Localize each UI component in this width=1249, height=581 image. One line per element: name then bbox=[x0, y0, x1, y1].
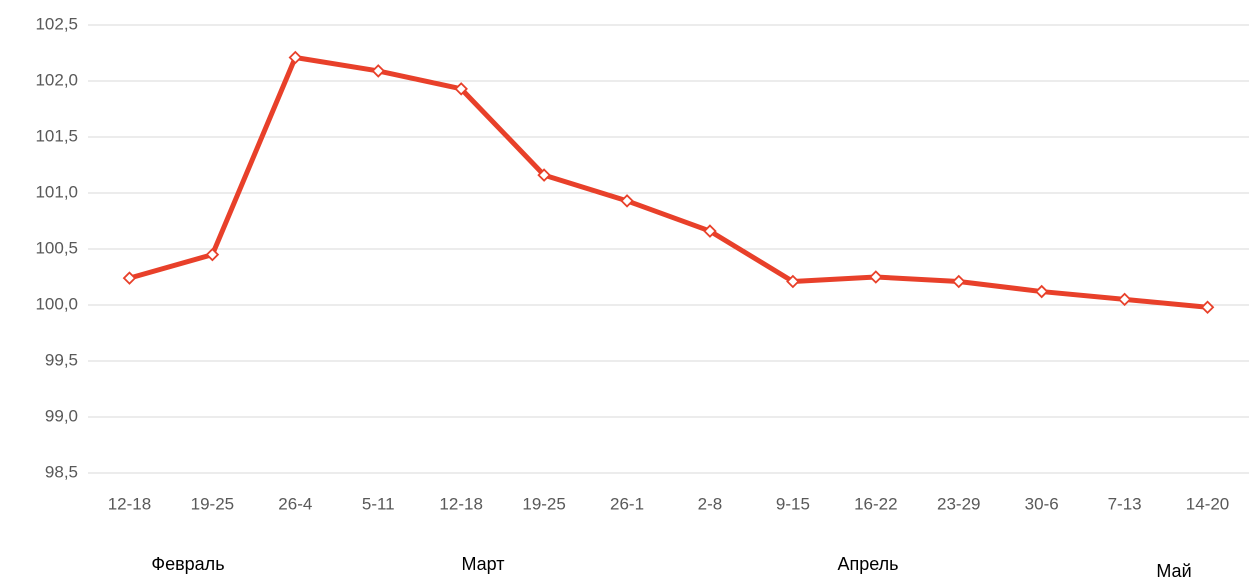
month-label: Март bbox=[461, 554, 504, 574]
line bbox=[128, 54, 1208, 310]
x-tick-label: 16-22 bbox=[854, 494, 897, 513]
marker bbox=[951, 274, 966, 289]
marker bbox=[1200, 300, 1215, 315]
y-tick-label: 102,0 bbox=[35, 70, 78, 89]
x-tick-label: 5-11 bbox=[362, 494, 395, 513]
marker bbox=[1117, 292, 1132, 307]
marker bbox=[288, 50, 303, 65]
x-tick-label: 19-25 bbox=[191, 494, 234, 513]
month-label: Апрель bbox=[837, 554, 898, 574]
y-tick-label: 101,0 bbox=[35, 182, 78, 201]
marker bbox=[786, 274, 800, 289]
x-tick-label: 30-6 bbox=[1025, 494, 1059, 513]
y-tick-label: 102,5 bbox=[35, 14, 78, 33]
marker bbox=[371, 64, 386, 78]
x-tick-label: 12-18 bbox=[108, 494, 151, 513]
x-tick-label: 2-8 bbox=[698, 494, 723, 513]
y-tick-label: 99,0 bbox=[45, 406, 78, 425]
x-tick-label: 9-15 bbox=[776, 494, 810, 513]
marker bbox=[205, 247, 220, 262]
x-tick-label: 14-20 bbox=[1186, 494, 1229, 513]
x-tick-label: 19-25 bbox=[522, 494, 565, 513]
month-label: Май bbox=[1156, 561, 1191, 581]
y-tick-label: 100,0 bbox=[35, 294, 78, 313]
marker bbox=[1034, 284, 1049, 299]
x-tick-label: 12-18 bbox=[439, 494, 482, 513]
month-label: Февраль bbox=[151, 554, 224, 574]
y-tick-label: 100,5 bbox=[35, 238, 78, 257]
marker bbox=[620, 194, 634, 208]
marker bbox=[703, 224, 717, 238]
marker bbox=[869, 270, 883, 284]
y-tick-label: 101,5 bbox=[35, 126, 78, 145]
x-tick-label: 7-13 bbox=[1108, 494, 1142, 513]
x-tick-label: 26-1 bbox=[610, 494, 644, 513]
x-tick-label: 23-29 bbox=[937, 494, 980, 513]
marker bbox=[122, 271, 137, 285]
marker bbox=[537, 168, 551, 182]
y-tick-label: 98,5 bbox=[45, 462, 78, 481]
x-tick-label: 26-4 bbox=[278, 494, 312, 513]
y-tick-label: 99,5 bbox=[45, 350, 78, 369]
marker bbox=[454, 82, 468, 96]
